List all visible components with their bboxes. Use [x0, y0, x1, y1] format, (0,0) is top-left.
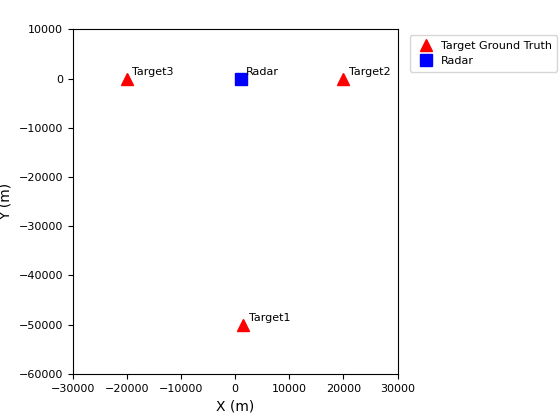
X-axis label: X (m): X (m) [216, 399, 254, 413]
Text: Radar: Radar [246, 67, 279, 77]
Legend: Target Ground Truth, Radar: Target Ground Truth, Radar [410, 35, 557, 72]
Text: Target2: Target2 [349, 67, 390, 77]
Y-axis label: Y (m): Y (m) [0, 183, 13, 220]
Text: Target1: Target1 [249, 312, 290, 323]
Text: Target3: Target3 [132, 67, 174, 77]
